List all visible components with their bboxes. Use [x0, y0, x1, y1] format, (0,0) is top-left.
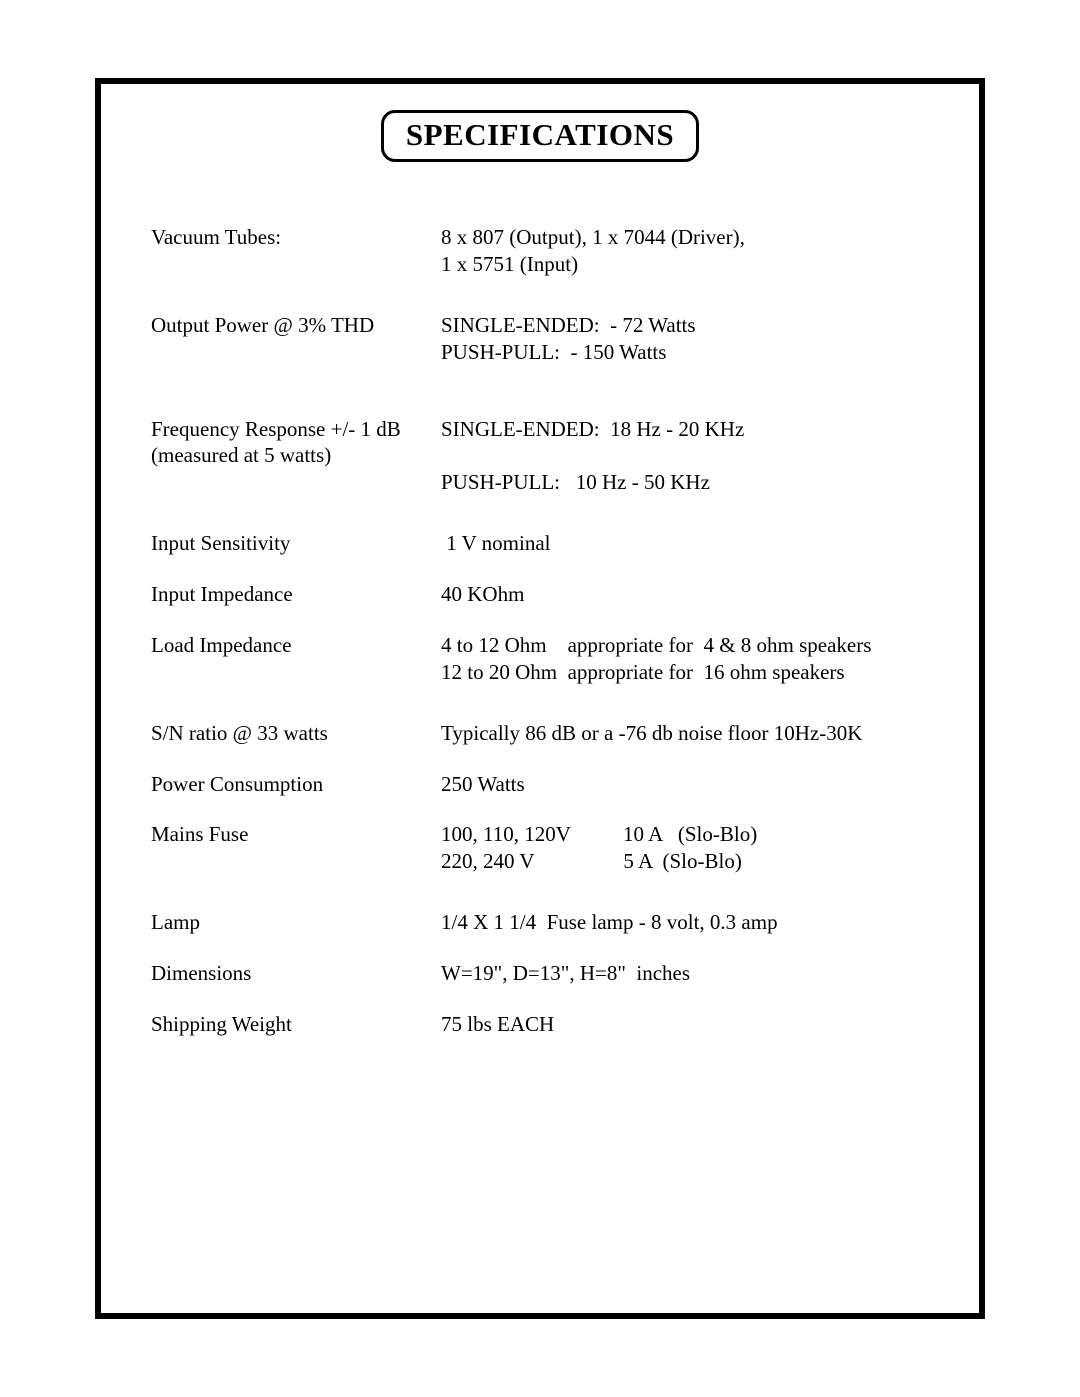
- spec-label: Power Consumption: [151, 771, 441, 798]
- spec-value: W=19", D=13", H=8" inches: [441, 960, 929, 987]
- spec-value: 8 x 807 (Output), 1 x 7044 (Driver), 1 x…: [441, 224, 929, 278]
- spec-row: Load Impedance4 to 12 Ohm appropriate fo…: [151, 632, 929, 686]
- spec-value: 1 V nominal: [441, 530, 929, 557]
- spec-value: 75 lbs EACH: [441, 1011, 929, 1038]
- spec-row: DimensionsW=19", D=13", H=8" inches: [151, 960, 929, 987]
- row-gap: [151, 366, 929, 416]
- spec-value: 100, 110, 120V 10 A (Slo-Blo) 220, 240 V…: [441, 821, 929, 875]
- row-gap: [151, 797, 929, 821]
- spec-value: SINGLE-ENDED: 18 Hz - 20 KHz PUSH-PULL: …: [441, 416, 929, 497]
- spec-row: Power Consumption250 Watts: [151, 771, 929, 798]
- row-gap: [151, 875, 929, 909]
- spec-row: Input Impedance40 KOhm: [151, 581, 929, 608]
- row-gap: [151, 987, 929, 1011]
- spec-label: Vacuum Tubes:: [151, 224, 441, 251]
- spec-row: Frequency Response +/- 1 dB (measured at…: [151, 416, 929, 497]
- row-gap: [151, 496, 929, 530]
- spec-label: S/N ratio @ 33 watts: [151, 720, 441, 747]
- spec-label: Input Impedance: [151, 581, 441, 608]
- row-gap: [151, 557, 929, 581]
- row-gap: [151, 278, 929, 312]
- spec-value: Typically 86 dB or a -76 db noise floor …: [441, 720, 929, 747]
- spec-label: Shipping Weight: [151, 1011, 441, 1038]
- spec-row: Input Sensitivity 1 V nominal: [151, 530, 929, 557]
- spec-value: 4 to 12 Ohm appropriate for 4 & 8 ohm sp…: [441, 632, 929, 686]
- spec-row: Shipping Weight75 lbs EACH: [151, 1011, 929, 1038]
- page: SPECIFICATIONS Vacuum Tubes:8 x 807 (Out…: [0, 0, 1080, 1397]
- row-gap: [151, 936, 929, 960]
- spec-row: S/N ratio @ 33 wattsTypically 86 dB or a…: [151, 720, 929, 747]
- spec-row: Vacuum Tubes:8 x 807 (Output), 1 x 7044 …: [151, 224, 929, 278]
- spec-label: Load Impedance: [151, 632, 441, 659]
- spec-label: Frequency Response +/- 1 dB (measured at…: [151, 416, 441, 470]
- page-title: SPECIFICATIONS: [381, 110, 699, 162]
- spec-value: 1/4 X 1 1/4 Fuse lamp - 8 volt, 0.3 amp: [441, 909, 929, 936]
- spec-label: Input Sensitivity: [151, 530, 441, 557]
- content-frame: SPECIFICATIONS Vacuum Tubes:8 x 807 (Out…: [95, 78, 985, 1319]
- spec-row: Output Power @ 3% THDSINGLE-ENDED: - 72 …: [151, 312, 929, 366]
- specifications-list: Vacuum Tubes:8 x 807 (Output), 1 x 7044 …: [151, 224, 929, 1038]
- title-wrap: SPECIFICATIONS: [151, 110, 929, 162]
- spec-label: Mains Fuse: [151, 821, 441, 848]
- spec-value: SINGLE-ENDED: - 72 Watts PUSH-PULL: - 15…: [441, 312, 929, 366]
- spec-label: Lamp: [151, 909, 441, 936]
- spec-value: 250 Watts: [441, 771, 929, 798]
- spec-label: Output Power @ 3% THD: [151, 312, 441, 339]
- spec-row: Lamp1/4 X 1 1/4 Fuse lamp - 8 volt, 0.3 …: [151, 909, 929, 936]
- row-gap: [151, 686, 929, 720]
- spec-value: 40 KOhm: [441, 581, 929, 608]
- spec-row: Mains Fuse100, 110, 120V 10 A (Slo-Blo) …: [151, 821, 929, 875]
- row-gap: [151, 608, 929, 632]
- row-gap: [151, 747, 929, 771]
- spec-label: Dimensions: [151, 960, 441, 987]
